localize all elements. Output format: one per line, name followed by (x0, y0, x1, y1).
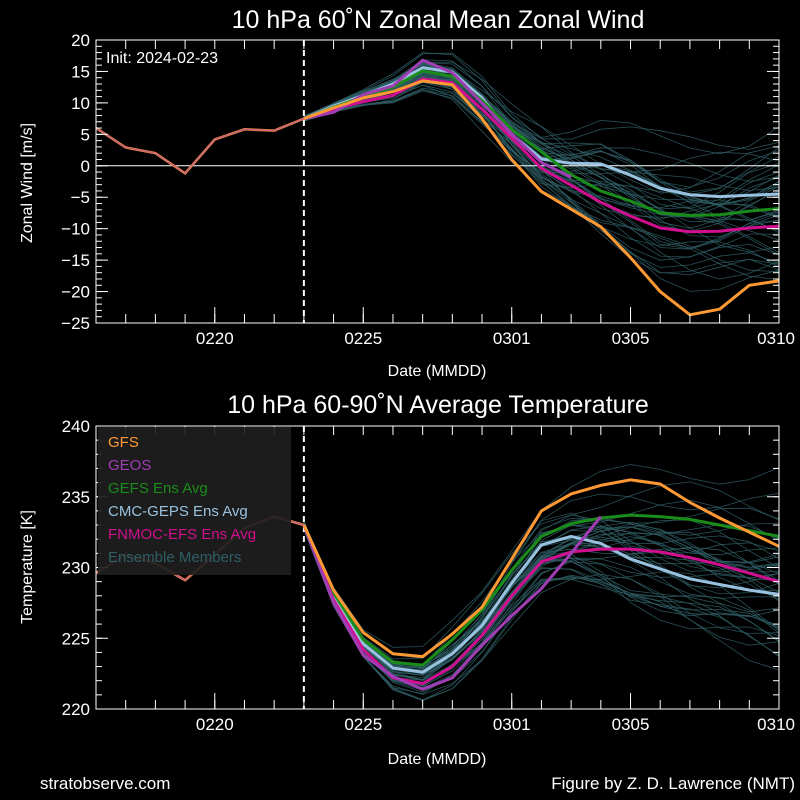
ensemble-member-line (303, 64, 780, 194)
legend-box (98, 427, 291, 575)
ensemble-member-line (303, 492, 780, 659)
ensemble-member-line (303, 87, 780, 261)
fnmoc-efs-line (303, 77, 780, 234)
y-tick-label: 220 (62, 700, 90, 719)
plot-frame (95, 39, 780, 324)
footer-credit: Figure by Z. D. Lawrence (NMT) (551, 774, 795, 793)
y-tick-label: 235 (62, 488, 90, 507)
x-tick-label: 0225 (344, 329, 382, 348)
y-tick-label: 225 (62, 629, 90, 648)
y-tick-label: 15 (71, 62, 90, 81)
ensemble-member-line (303, 62, 780, 205)
y-tick-label: 230 (62, 559, 90, 578)
legend: GFS GEOS GEFS Ens Avg CMC-GEPS Ens Avg F… (98, 427, 291, 575)
y-tick-label: −10 (61, 220, 90, 239)
ensemble-member-line (303, 61, 780, 173)
ensemble-member-line (303, 526, 780, 695)
y-tick-label: −15 (61, 251, 90, 270)
y-tick-label: 240 (62, 417, 90, 436)
ensemble-member-line (303, 52, 780, 155)
footer-site: stratobserve.com (40, 774, 170, 793)
legend-entry-fnmoc: FNMOC-EFS Ens Avg (108, 526, 256, 543)
y-tick-label: 20 (71, 31, 90, 50)
ensemble-member-line (303, 90, 780, 274)
temp-panel: 10 hPa 60-90˚N Average Temperature 0220 0… (19, 391, 795, 768)
gfs-line (302, 478, 780, 659)
wind-series-lines (95, 58, 780, 317)
y-tick-label: 5 (81, 125, 90, 144)
temp-axes: 0220 0225 0301 0305 0310 220 225 230 235 240 (62, 417, 795, 734)
wind-member-lines (303, 52, 780, 292)
ensemble-member-line (303, 527, 780, 701)
y-tick-label: −5 (71, 188, 90, 207)
wind-chart-title: 10 hPa 60˚N Zonal Mean Zonal Wind (232, 6, 645, 34)
ensemble-member-line (303, 529, 780, 695)
ensemble-member-line (303, 481, 780, 660)
ensemble-member-line (303, 524, 780, 676)
wind-init-label: Init: 2024-02-23 (106, 50, 218, 67)
ensemble-member-line (303, 89, 780, 268)
observed-line (95, 117, 305, 175)
y-tick-label: −20 (61, 283, 90, 302)
legend-entry-gefs: GEFS Ens Avg (108, 480, 208, 497)
ensemble-member-line (303, 52, 780, 150)
temp-chart-title: 10 hPa 60-90˚N Average Temperature (227, 391, 649, 419)
x-tick-label: 0305 (612, 329, 650, 348)
ensemble-member-line (303, 81, 780, 273)
x-tick-label: 0220 (196, 329, 234, 348)
ensemble-member-line (303, 525, 780, 693)
gefs-line (302, 513, 780, 667)
legend-entry-geos: GEOS (108, 457, 151, 474)
ensemble-member-line (303, 527, 780, 681)
legend-entry-members: Ensemble Members (108, 549, 241, 566)
cmc-geps-line (302, 524, 780, 674)
x-tick-label: 0305 (612, 715, 650, 734)
ensemble-member-line (303, 528, 780, 702)
y-tick-label: −25 (61, 314, 90, 333)
x-tick-label: 0310 (757, 329, 795, 348)
temp-x-axis-label: Date (MMDD) (388, 751, 487, 768)
x-tick-label: 0310 (757, 715, 795, 734)
legend-entry-gfs: GFS (108, 434, 139, 451)
x-tick-label: 0301 (493, 715, 531, 734)
x-tick-label: 0220 (196, 715, 234, 734)
y-tick-label: 0 (81, 157, 90, 176)
x-tick-label: 0225 (344, 715, 382, 734)
ensemble-member-line (303, 64, 780, 205)
legend-entry-cmc: CMC-GEPS Ens Avg (108, 503, 248, 520)
ensemble-member-line (303, 81, 780, 268)
y-tick-label: 10 (71, 94, 90, 113)
gfs-line (303, 79, 780, 317)
wind-panel: 10 hPa 60˚N Zonal Mean Zonal Wind 0220 02… (19, 6, 795, 380)
geos-line (302, 515, 602, 691)
wind-axes: 0220 0225 0301 0305 0310 −25 −20 −15 −10 −5 0 5 10 15… (61, 31, 795, 348)
temp-y-axis-label: Temperature [K] (19, 510, 36, 624)
wind-x-axis-label: Date (MMDD) (388, 363, 487, 380)
wind-y-axis-label: Zonal Wind [m/s] (19, 123, 36, 243)
observed-line-overlay (95, 117, 305, 175)
ensemble-member-line (303, 77, 780, 280)
x-tick-label: 0301 (493, 329, 531, 348)
